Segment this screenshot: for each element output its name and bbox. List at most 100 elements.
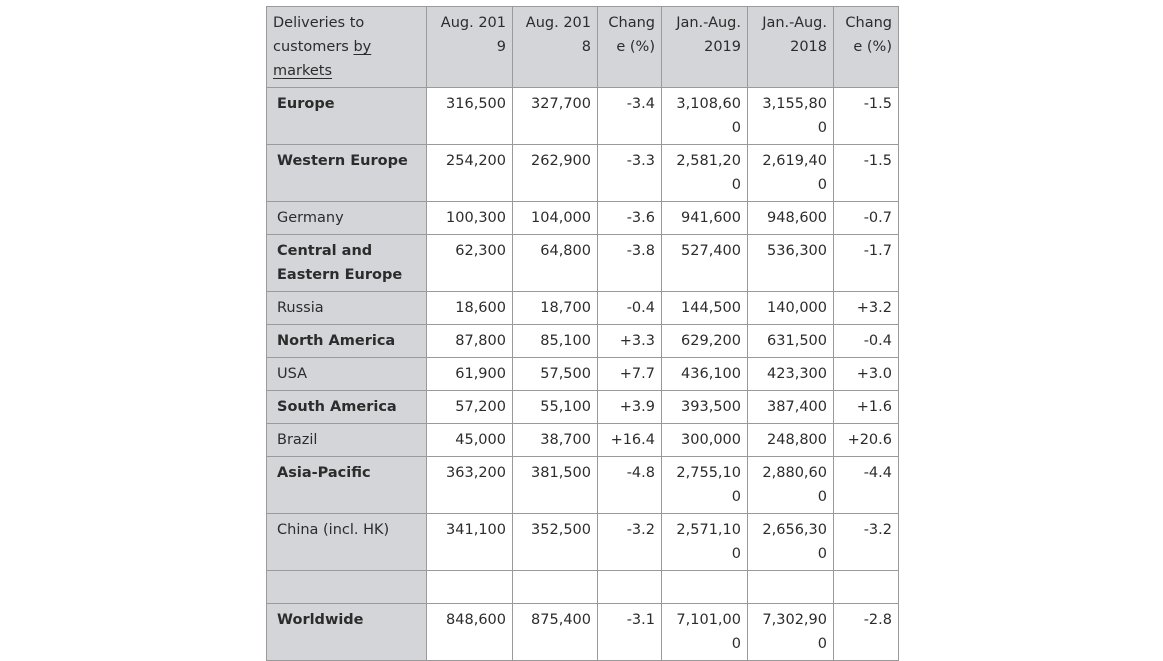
- row-value: 527,400: [661, 234, 748, 292]
- row-label: Europe: [266, 87, 427, 145]
- row-value: 2,755,100: [661, 456, 748, 514]
- row-value: -3.2: [597, 513, 662, 571]
- header-label-part-1: Deliveries to customers: [273, 15, 365, 55]
- row-value: +7.7: [597, 357, 662, 391]
- row-label: North America: [266, 324, 427, 358]
- row-value: -3.2: [833, 513, 899, 571]
- row-value: 87,800: [426, 324, 513, 358]
- table-row: Western Europe 254,200 262,900 -3.3 2,581,20…: [266, 144, 899, 202]
- row-value: 327,700: [512, 87, 598, 145]
- row-value: 3,155,800: [747, 87, 834, 145]
- table-row: China (incl. HK) 341,100 352,500 -3.2 2,571,…: [266, 513, 899, 571]
- row-value: 316,500: [426, 87, 513, 145]
- row-label: [266, 570, 427, 604]
- row-value: 2,581,200: [661, 144, 748, 202]
- row-label: Brazil: [266, 423, 427, 457]
- table-row: Germany 100,300 104,000 -3.6 941,600 948,600-…: [266, 201, 899, 235]
- row-value: -3.3: [597, 144, 662, 202]
- row-value: [597, 570, 662, 604]
- row-value: 381,500: [512, 456, 598, 514]
- row-value: -3.4: [597, 87, 662, 145]
- header-col-aug-2019: Aug. 2019: [426, 6, 513, 88]
- row-value: 140,000: [747, 291, 834, 325]
- row-value: 2,880,600: [747, 456, 834, 514]
- row-value: 436,100: [661, 357, 748, 391]
- row-value: +3.9: [597, 390, 662, 424]
- table-row: Central and Eastern Europe 62,300 64,800 -3…: [266, 234, 899, 292]
- table-body: Europe 316,500 327,700 -3.4 3,108,600 3,155,8…: [266, 87, 899, 661]
- row-label: USA: [266, 357, 427, 391]
- row-value: 352,500: [512, 513, 598, 571]
- row-value: -4.4: [833, 456, 899, 514]
- row-value: [747, 570, 834, 604]
- header-col-jan-aug-2018: Jan.-Aug. 2018: [747, 6, 834, 88]
- row-value: 62,300: [426, 234, 513, 292]
- row-value: 2,656,300: [747, 513, 834, 571]
- row-label: Worldwide: [266, 603, 427, 661]
- row-value: 7,302,900: [747, 603, 834, 661]
- row-value: 387,400: [747, 390, 834, 424]
- row-label: Central and Eastern Europe: [266, 234, 427, 292]
- row-value: 104,000: [512, 201, 598, 235]
- header-col-change-month: Change (%): [597, 6, 662, 88]
- row-label: Russia: [266, 291, 427, 325]
- row-value: -0.4: [597, 291, 662, 325]
- row-value: 631,500: [747, 324, 834, 358]
- row-value: +3.0: [833, 357, 899, 391]
- row-value: -4.8: [597, 456, 662, 514]
- row-value: -0.4: [833, 324, 899, 358]
- row-value: +20.6: [833, 423, 899, 457]
- row-value: 248,800: [747, 423, 834, 457]
- row-label: Western Europe: [266, 144, 427, 202]
- row-value: 100,300: [426, 201, 513, 235]
- table-row: Asia-Pacific 363,200 381,500 -4.8 2,755,100 2…: [266, 456, 899, 514]
- row-value: +16.4: [597, 423, 662, 457]
- table-row: Worldwide 848,600 875,400 -3.1 7,101,000 7,30…: [266, 603, 899, 661]
- row-value: 341,100: [426, 513, 513, 571]
- row-value: -0.7: [833, 201, 899, 235]
- row-value: 363,200: [426, 456, 513, 514]
- row-value: 393,500: [661, 390, 748, 424]
- row-value: -3.6: [597, 201, 662, 235]
- row-value: 144,500: [661, 291, 748, 325]
- row-value: 61,900: [426, 357, 513, 391]
- row-value: 57,500: [512, 357, 598, 391]
- row-value: -3.8: [597, 234, 662, 292]
- row-value: 55,100: [512, 390, 598, 424]
- header-label-part-3: markets: [273, 63, 333, 79]
- row-label: South America: [266, 390, 427, 424]
- row-value: +3.3: [597, 324, 662, 358]
- row-value: -3.1: [597, 603, 662, 661]
- table-row: Brazil 45,000 38,700 +16.4 300,000 248,800 +20…: [266, 423, 899, 457]
- row-value: 536,300: [747, 234, 834, 292]
- row-value: 45,000: [426, 423, 513, 457]
- row-value: 57,200: [426, 390, 513, 424]
- row-value: 262,900: [512, 144, 598, 202]
- row-value: [426, 570, 513, 604]
- row-label: Germany: [266, 201, 427, 235]
- table-row: [266, 570, 899, 604]
- row-value: 64,800: [512, 234, 598, 292]
- header-col-jan-aug-2019: Jan.-Aug. 2019: [661, 6, 748, 88]
- table-row: Europe 316,500 327,700 -3.4 3,108,600 3,155,8…: [266, 87, 899, 145]
- row-value: 254,200: [426, 144, 513, 202]
- row-value: [661, 570, 748, 604]
- row-value: 85,100: [512, 324, 598, 358]
- header-label-link: by: [353, 39, 372, 55]
- row-value: 18,700: [512, 291, 598, 325]
- row-value: 2,619,400: [747, 144, 834, 202]
- row-value: 423,300: [747, 357, 834, 391]
- header-row: Deliveries to customers by markets Aug. …: [266, 6, 899, 88]
- row-value: -2.8: [833, 603, 899, 661]
- row-value: +3.2: [833, 291, 899, 325]
- header-col-change-ytd: Change (%): [833, 6, 899, 88]
- row-label: China (incl. HK): [266, 513, 427, 571]
- row-value: 300,000: [661, 423, 748, 457]
- header-col-aug-2018: Aug. 2018: [512, 6, 598, 88]
- row-label: Asia-Pacific: [266, 456, 427, 514]
- row-value: 875,400: [512, 603, 598, 661]
- row-value: 7,101,000: [661, 603, 748, 661]
- deliveries-table: Deliveries to customers by markets Aug. …: [266, 6, 899, 661]
- table-row: North America 87,800 85,100 +3.3 629,200 631,…: [266, 324, 899, 358]
- table-row: USA 61,900 57,500 +7.7 436,100 423,300 +3.0: [266, 357, 899, 391]
